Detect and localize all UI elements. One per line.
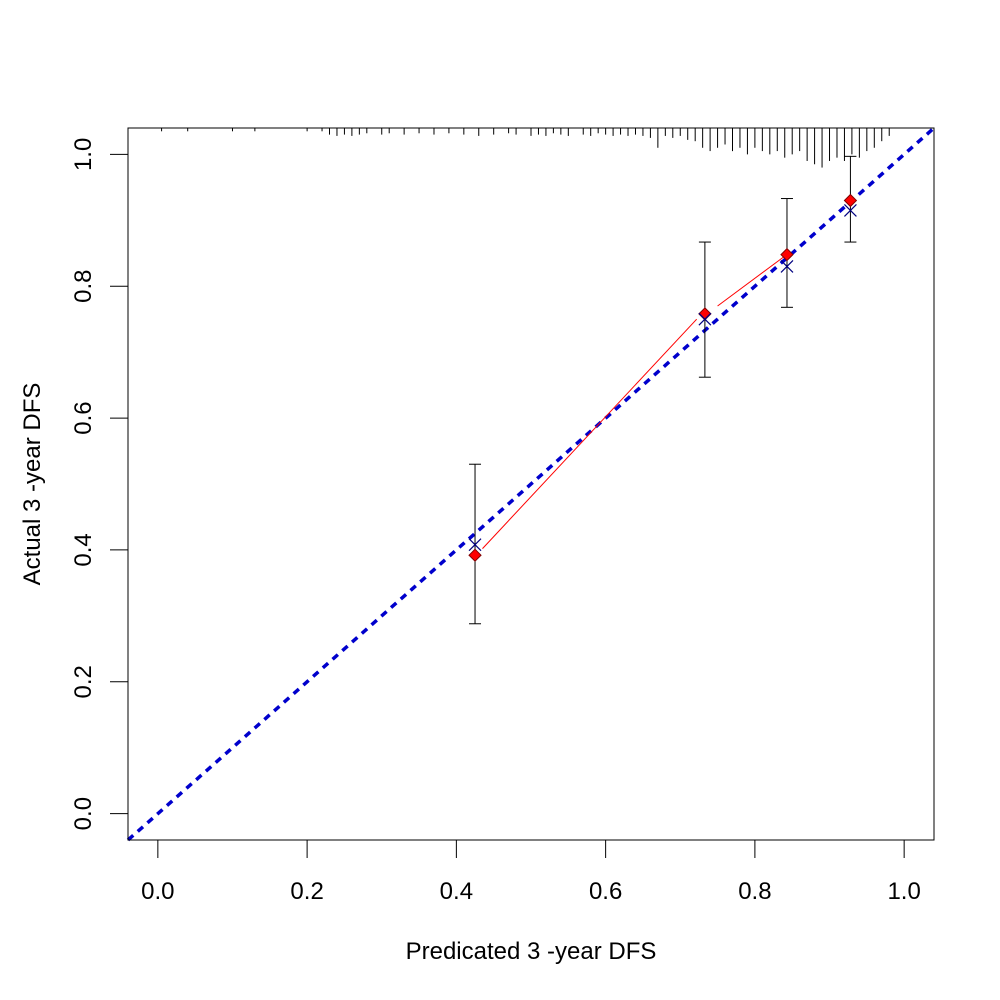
y-tick-label: 0.6 <box>70 401 97 434</box>
y-tick-label: 0.4 <box>70 533 97 566</box>
bias-corrected-point <box>468 538 482 552</box>
x-axis-label: Predicated 3 -year DFS <box>406 938 657 965</box>
bias-corrected-point <box>780 260 794 273</box>
x-axis: 0.0 0.2 0.4 0.6 0.8 1.0 <box>141 839 921 905</box>
bias-corrected-points <box>468 203 857 552</box>
y-tick-label: 0.0 <box>70 797 97 830</box>
bias-corrected-point <box>843 203 857 217</box>
y-axis-label: Actual 3 -year DFS <box>19 383 46 586</box>
y-tick-label: 0.2 <box>70 665 97 698</box>
corrected-line-segment <box>717 256 784 307</box>
reference-line-group <box>126 126 936 842</box>
y-tick-label: 0.8 <box>70 270 97 303</box>
corrected-line-group <box>482 256 784 549</box>
rug-marks <box>161 128 890 168</box>
corrected-line-segment <box>482 318 698 549</box>
x-tick-label: 1.0 <box>887 878 920 905</box>
ideal-reference-line <box>126 126 936 842</box>
observed-points <box>468 193 858 562</box>
observed-point <box>843 193 858 208</box>
y-axis: 0.0 0.2 0.4 0.6 0.8 1.0 <box>70 138 129 830</box>
observed-point <box>468 548 482 562</box>
x-tick-label: 0.4 <box>440 878 473 905</box>
x-tick-label: 0.0 <box>141 878 174 905</box>
y-tick-label: 1.0 <box>70 138 97 171</box>
x-tick-label: 0.8 <box>738 878 771 905</box>
observed-point <box>780 247 794 262</box>
x-tick-label: 0.6 <box>589 878 622 905</box>
x-tick-label: 0.2 <box>290 878 323 905</box>
bias-corrected-point <box>698 312 712 326</box>
